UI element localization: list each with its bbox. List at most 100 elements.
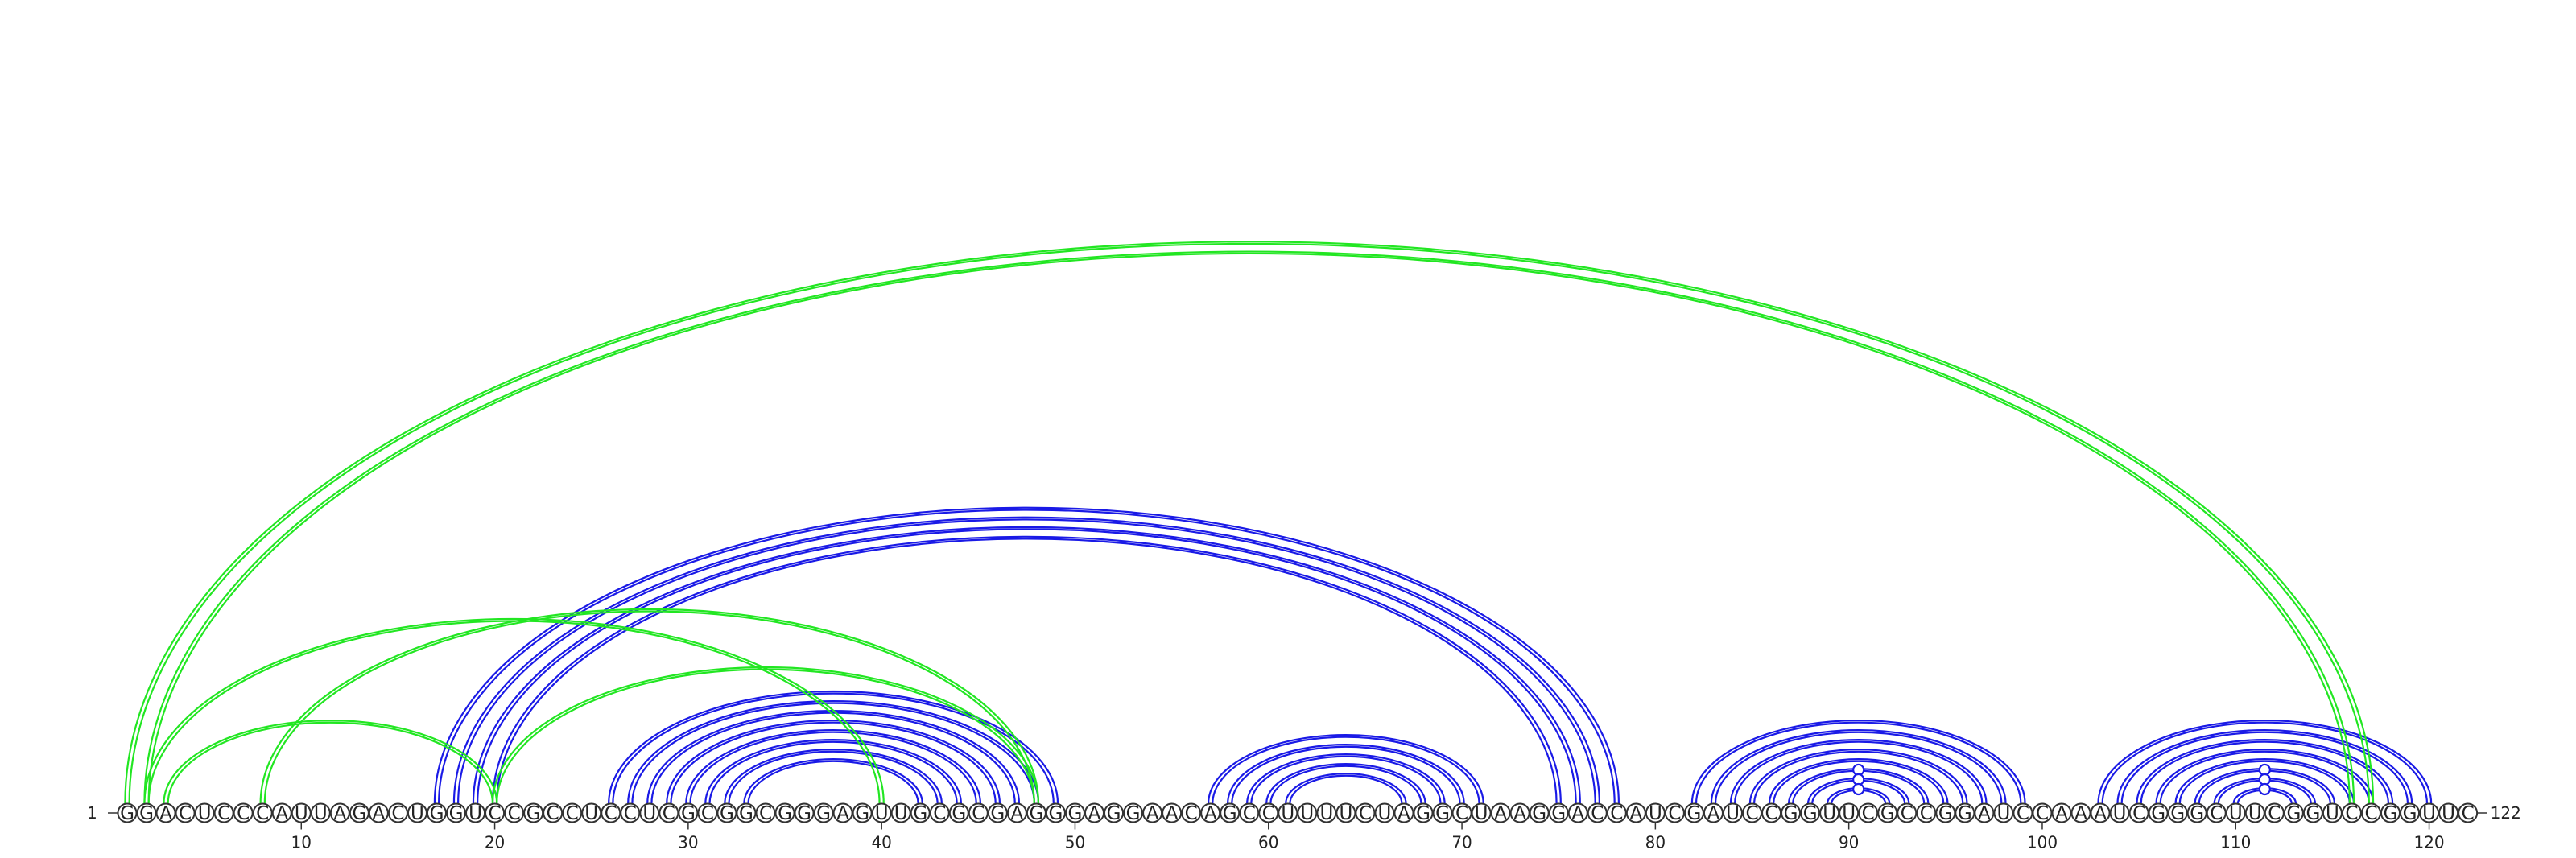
nucleotide-circle	[1471, 802, 1492, 823]
nucleotide-letter: A	[333, 803, 346, 824]
base-pair-arc-60-68-line-2	[1269, 765, 1422, 804]
nucleotide-91: C	[1858, 802, 1879, 824]
nucleotide-circle	[1897, 802, 1918, 823]
base-pair-arc-2-116-line-2	[147, 252, 2351, 804]
nucleotide-112: C	[2264, 802, 2285, 824]
nucleotide-letter: A	[1978, 803, 1991, 824]
nucleotide-circle	[1529, 802, 1550, 823]
nucleotide-82: G	[1683, 802, 1704, 824]
nucleotide-letter: A	[1011, 803, 1024, 824]
base-pair-arc-2-40-line-2	[147, 620, 881, 804]
nucleotide-letter: G	[2170, 803, 2185, 824]
nucleotide-102: A	[2070, 802, 2091, 824]
nucleotide-121: U	[2438, 802, 2459, 824]
base-pair-arc-19-76-line-1	[472, 526, 1581, 804]
base-pair-arc-20-75-line-1	[491, 535, 1562, 804]
nucleotide-letter: G	[139, 803, 154, 824]
nucleotide-32: G	[716, 802, 737, 824]
nucleotide-circle	[2302, 802, 2323, 823]
nucleotide-104: U	[2109, 802, 2130, 824]
nucleotide-letter: U	[1339, 803, 1352, 824]
base-pair-arc-83-98-line-1	[1710, 729, 2007, 804]
nucleotide-letter: U	[295, 803, 308, 824]
tick-label-100: 100	[2027, 833, 2058, 852]
base-pair-arc-30-45-line-1	[685, 729, 982, 804]
nucleotide-7: C	[233, 802, 254, 824]
base-pair-arc-17-78-line-1	[433, 506, 1620, 804]
base-pair-arc-20-48-line-1	[491, 666, 1040, 804]
nucleotide-circle	[1761, 802, 1782, 823]
nucleotide-letter: G	[797, 803, 811, 824]
end-position-label: 122	[2491, 803, 2521, 823]
nucleotide-circle	[2070, 802, 2091, 823]
nucleotide-letter: C	[624, 803, 637, 824]
tick-label-20: 20	[485, 833, 505, 852]
nucleotide-circle	[2206, 802, 2227, 823]
nucleotide-letter: A	[836, 803, 849, 824]
nucleotide-letter: U	[1649, 803, 1662, 824]
nucleotide-letter: G	[778, 803, 792, 824]
tick-label-30: 30	[678, 833, 698, 852]
nucleotide-37: G	[813, 802, 834, 824]
nucleotide-46: G	[987, 802, 1008, 824]
nucleotide-circle	[1239, 802, 1260, 823]
nucleotide-circle	[1045, 802, 1066, 823]
nucleotide-circle	[446, 802, 467, 823]
nucleotide-letter: C	[933, 803, 946, 824]
nucleotide-circle	[1587, 802, 1608, 823]
nucleotide-letter: C	[663, 803, 675, 824]
base-pair-arc-3-20-line-1	[163, 720, 498, 804]
nucleotide-circle	[1935, 802, 1956, 823]
nucleotide-letter: G	[2306, 803, 2320, 824]
nucleotide-26: C	[601, 802, 621, 824]
nucleotide-circle	[1974, 802, 1995, 823]
nucleotide-circle	[2013, 802, 2033, 823]
nucleotide-94: C	[1916, 802, 1937, 824]
nucleotide-51: A	[1084, 802, 1104, 824]
nucleotide-circle	[2128, 802, 2149, 823]
gu-pair-marker-89-92	[1852, 782, 1865, 796]
base-pair-arc-33-42-line-2	[747, 760, 919, 804]
base-pair-arc-105-118-line-2	[2140, 740, 2390, 804]
nucleotide-letter: C	[2462, 803, 2475, 824]
nucleotide-99: C	[2013, 802, 2033, 824]
base-pair-arc-61-67-line-2	[1289, 774, 1403, 804]
base-pair-arc-20-48-line-2	[496, 668, 1035, 804]
base-pair-arc-57-71-line-2	[1212, 736, 1480, 804]
nucleotide-circle	[1181, 802, 1202, 823]
nucleotide-circle	[329, 802, 350, 823]
base-pair-arc-83-98-line-2	[1714, 731, 2003, 804]
nucleotide-letter: G	[430, 803, 444, 824]
nucleotide-circle	[523, 802, 544, 823]
nucleotide-44: G	[948, 802, 969, 824]
nucleotide-letter: U	[2442, 803, 2455, 824]
nucleotide-103: A	[2090, 802, 2111, 824]
nucleotide-letter: G	[1126, 803, 1141, 824]
nucleotide-letter: C	[2036, 803, 2049, 824]
nucleotide-circle	[1490, 802, 1511, 823]
base-pair-arc-26-49-line-1	[608, 690, 1059, 804]
nucleotide-letter: C	[701, 803, 714, 824]
nucleotide-111: U	[2244, 802, 2265, 824]
nucleotide-90: U	[1839, 802, 1860, 824]
nucleotide-41: U	[890, 802, 911, 824]
nucleotide-circle	[1916, 802, 1937, 823]
nucleotide-circle	[1123, 802, 1144, 823]
tick-label-90: 90	[1839, 833, 1859, 852]
nucleotide-letter: C	[1610, 803, 1623, 824]
nucleotide-92: G	[1877, 802, 1898, 824]
nucleotide-circle	[1509, 802, 1530, 823]
nucleotide-circle	[697, 802, 718, 823]
nucleotide-70: C	[1451, 802, 1472, 824]
nucleotide-letter: G	[913, 803, 927, 824]
tick-label-60: 60	[1258, 833, 1278, 852]
nucleotide-29: C	[658, 802, 679, 824]
nucleotide-24: C	[562, 802, 583, 824]
nucleotide-letter: U	[2326, 803, 2339, 824]
nucleotide-letter: A	[373, 803, 386, 824]
nucleotide-letter: C	[489, 803, 502, 824]
nucleotide-circle	[1742, 802, 1763, 823]
position-ruler: 10 20 30 40 50 60 70 80 90 100 110 120	[291, 822, 2445, 852]
nucleotide-3: A	[155, 802, 176, 824]
